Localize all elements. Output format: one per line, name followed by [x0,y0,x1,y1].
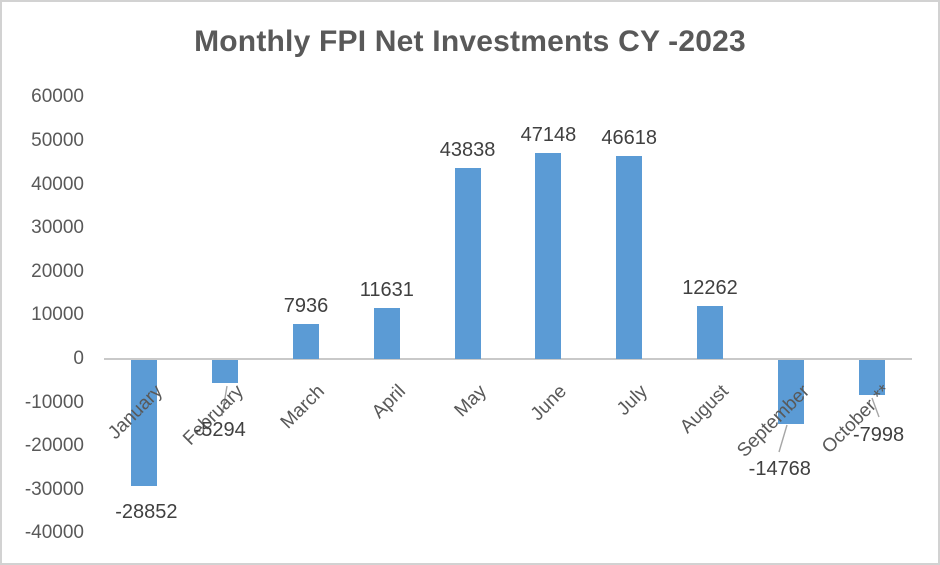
bar-august [697,305,723,359]
data-label-october: -7998 [853,424,905,446]
y-axis-tick-label: 10000 [31,304,84,326]
zero-axis-line [104,358,912,360]
bar-march [293,324,319,359]
y-axis-tick-label: 0 [73,348,84,369]
y-axis-tick-label: 60000 [31,86,84,108]
bar-may [454,167,481,359]
data-label-april: 11631 [359,279,414,302]
y-axis-tick-label: 40000 [31,173,84,195]
bar-february [212,360,239,384]
y-axis-tick-label: 30000 [31,217,84,239]
data-label-march: 7936 [283,295,329,318]
bar-september [777,360,804,425]
y-axis-tick-label: -20000 [24,435,84,457]
data-label-january: -28852 [115,501,178,523]
data-label-june: 47148 [520,124,577,147]
bar-october [858,360,885,395]
y-axis-tick-label: -30000 [24,478,84,500]
data-label-february: -5294 [194,419,246,441]
bar-april [373,308,400,359]
y-axis-tick-label: 20000 [31,260,84,282]
chart-title: Monthly FPI Net Investments CY -2023 [194,25,746,58]
bar-january [131,360,158,486]
y-axis-tick-label: -40000 [24,522,84,544]
bar-july [616,155,643,359]
bar-june [535,153,562,359]
data-label-september: -14768 [748,458,811,480]
data-label-july: 46618 [601,126,657,149]
y-axis-tick-label: -10000 [24,391,84,413]
y-axis-tick-label: 50000 [31,130,84,151]
data-label-may: 43838 [439,138,496,161]
data-label-august: 12262 [682,276,738,299]
